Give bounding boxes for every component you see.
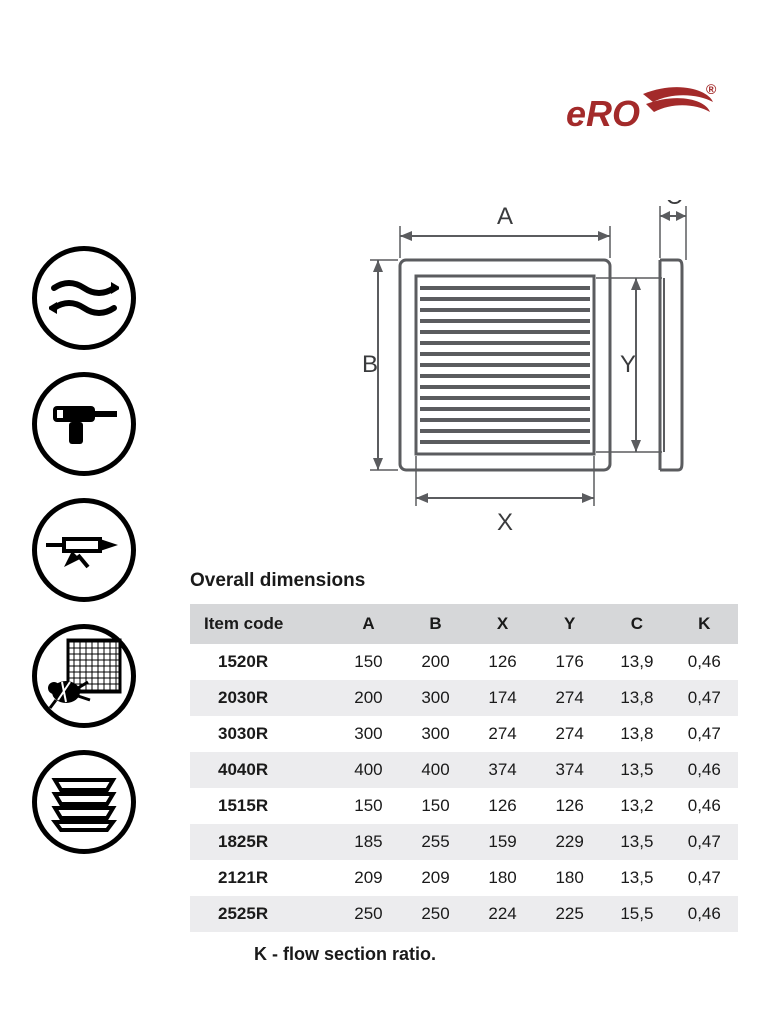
cell-value: 274 [536,716,603,752]
cell-item-code: 4040R [190,752,335,788]
cell-value: 225 [536,896,603,932]
cell-value: 0,47 [671,680,738,716]
cell-item-code: 2525R [190,896,335,932]
cell-value: 0,46 [671,752,738,788]
cell-item-code: 2030R [190,680,335,716]
cell-value: 0,46 [671,896,738,932]
cell-value: 274 [536,680,603,716]
cell-value: 159 [469,824,536,860]
cell-value: 300 [335,716,402,752]
cell-value: 274 [469,716,536,752]
cell-value: 229 [536,824,603,860]
cell-value: 13,8 [603,716,670,752]
cell-value: 126 [469,644,536,680]
cell-item-code: 2121R [190,860,335,896]
brand-logo: eRO ® [558,82,718,142]
cell-value: 209 [335,860,402,896]
caulk-gun-icon [32,498,136,602]
cell-value: 250 [335,896,402,932]
cell-value: 374 [469,752,536,788]
dim-label-c: C [665,200,682,210]
cell-value: 255 [402,824,469,860]
cell-value: 224 [469,896,536,932]
cell-value: 13,5 [603,824,670,860]
dimension-diagram: A C B Y X [330,200,730,550]
table-row: 1825R18525515922913,50,47 [190,824,738,860]
svg-text:eRO: eRO [566,93,640,134]
footnote: K - flow section ratio. [254,944,436,965]
table-row: 4040R40040037437413,50,46 [190,752,738,788]
dimensions-table: Item code A B X Y C K 1520R1502001261761… [190,604,738,932]
cell-value: 150 [335,644,402,680]
feature-icons-column [32,246,136,854]
cell-value: 180 [469,860,536,896]
cell-value: 250 [402,896,469,932]
table-row: 2030R20030017427413,80,47 [190,680,738,716]
dim-label-x: X [497,509,513,536]
cell-value: 209 [402,860,469,896]
insect-mesh-icon [32,624,136,728]
cell-value: 400 [402,752,469,788]
cell-value: 0,47 [671,716,738,752]
dim-label-a: A [497,203,513,230]
cell-value: 180 [536,860,603,896]
cell-value: 150 [402,788,469,824]
cell-value: 150 [335,788,402,824]
cell-value: 13,5 [603,752,670,788]
cell-value: 174 [469,680,536,716]
cell-value: 374 [536,752,603,788]
cell-value: 126 [536,788,603,824]
cell-value: 300 [402,716,469,752]
cell-value: 13,5 [603,860,670,896]
registered-mark: ® [706,82,717,97]
cell-item-code: 1515R [190,788,335,824]
col-y: Y [536,604,603,644]
cell-value: 126 [469,788,536,824]
col-k: K [671,604,738,644]
table-row: 2525R25025022422515,50,46 [190,896,738,932]
cell-value: 0,46 [671,788,738,824]
cell-value: 200 [335,680,402,716]
cell-value: 15,5 [603,896,670,932]
cell-item-code: 1520R [190,644,335,680]
cell-value: 200 [402,644,469,680]
cell-value: 176 [536,644,603,680]
col-c: C [603,604,670,644]
table-row: 3030R30030027427413,80,47 [190,716,738,752]
col-b: B [402,604,469,644]
dim-label-b: B [362,351,378,378]
dim-label-y: Y [620,351,636,378]
col-a: A [335,604,402,644]
louvre-icon [32,750,136,854]
cell-value: 13,2 [603,788,670,824]
col-item-code: Item code [190,604,335,644]
cell-item-code: 3030R [190,716,335,752]
drill-icon [32,372,136,476]
cell-value: 400 [335,752,402,788]
table-title: Overall dimensions [190,570,365,592]
cell-value: 185 [335,824,402,860]
cell-value: 13,9 [603,644,670,680]
cell-item-code: 1825R [190,824,335,860]
cell-value: 13,8 [603,680,670,716]
col-x: X [469,604,536,644]
table-header-row: Item code A B X Y C K [190,604,738,644]
cell-value: 300 [402,680,469,716]
table-row: 2121R20920918018013,50,47 [190,860,738,896]
cell-value: 0,47 [671,824,738,860]
airflow-icon [32,246,136,350]
table-row: 1515R15015012612613,20,46 [190,788,738,824]
table-row: 1520R15020012617613,90,46 [190,644,738,680]
cell-value: 0,47 [671,860,738,896]
cell-value: 0,46 [671,644,738,680]
